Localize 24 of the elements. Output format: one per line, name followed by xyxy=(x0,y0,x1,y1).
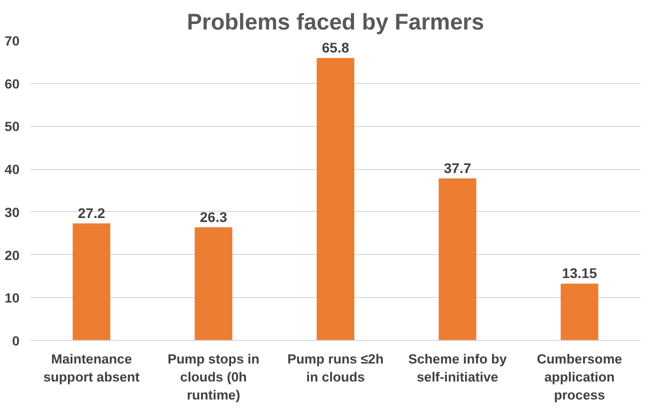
bar xyxy=(194,227,232,340)
y-tick-label: 60 xyxy=(4,76,20,92)
data-label: 65.8 xyxy=(322,40,350,56)
y-tick-label: 0 xyxy=(12,334,20,348)
data-label: 13.15 xyxy=(562,265,598,282)
bar xyxy=(560,284,598,340)
x-tick-label: Cumbersome application process xyxy=(536,352,622,402)
x-tick-label: Scheme info by self-initiative xyxy=(408,352,508,384)
x-tick-label: Pump runs ≤2h in clouds xyxy=(287,352,384,384)
chart-title: Problems faced by Farmers xyxy=(186,8,484,34)
y-tick-label: 20 xyxy=(4,248,20,263)
data-label: 37.7 xyxy=(444,160,472,176)
y-tick-label: 40 xyxy=(4,162,20,178)
y-tick-label: 30 xyxy=(4,204,20,220)
data-label: 27.2 xyxy=(78,204,106,221)
x-tick-label: Maintenance support absent xyxy=(43,352,140,384)
bar xyxy=(438,178,476,340)
x-tick-label: Pump stops in clouds (0h runtime) xyxy=(168,352,260,402)
y-tick-label: 10 xyxy=(4,290,20,306)
y-tick-label: 70 xyxy=(4,34,20,48)
data-label: 26.3 xyxy=(200,208,228,225)
bar xyxy=(316,58,354,340)
bar xyxy=(72,223,110,340)
y-tick-label: 50 xyxy=(4,119,20,134)
